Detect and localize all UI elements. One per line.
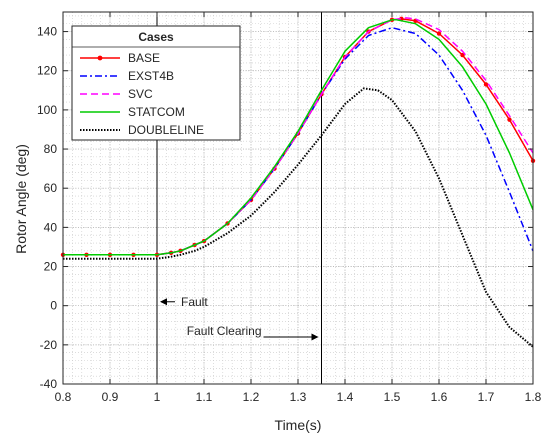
x-tick-label: 1.4 xyxy=(337,390,354,404)
x-tick-label: 1.7 xyxy=(478,390,495,404)
x-tick-label: 0.9 xyxy=(102,390,119,404)
fault-clearing-arrow-head xyxy=(311,333,319,341)
x-tick-label: 1.5 xyxy=(384,390,401,404)
x-tick-label: 1.3 xyxy=(290,390,307,404)
series-line-statcom xyxy=(63,19,534,256)
x-axis-label: Time(s) xyxy=(275,417,322,433)
y-tick-label: 60 xyxy=(44,181,58,195)
series-marker-base xyxy=(436,31,442,36)
series-marker-base xyxy=(483,82,489,87)
y-tick-label: 140 xyxy=(37,25,57,39)
legend-box xyxy=(71,25,241,141)
legend-marker-base xyxy=(97,55,103,61)
x-tick-label: 0.8 xyxy=(55,390,72,404)
legend-label-base: BASE xyxy=(128,51,160,65)
y-tick-label: -20 xyxy=(40,338,58,352)
series-line-doubleline xyxy=(63,87,534,348)
y-axis-label: Rotor Angle (deg) xyxy=(13,144,29,254)
fault-arrow-head xyxy=(160,298,167,306)
x-tick-label: 1.8 xyxy=(525,390,542,404)
x-tick-label: 1.6 xyxy=(431,390,448,404)
x-tick-label: 1.1 xyxy=(196,390,213,404)
y-tick-label: 20 xyxy=(44,260,58,274)
y-tick-label: -40 xyxy=(40,377,58,391)
series-marker-base xyxy=(460,52,465,58)
y-tick-label: 40 xyxy=(44,220,58,234)
x-tick-label: 1 xyxy=(154,390,161,404)
fault-clearing-annotation: Fault Clearing xyxy=(187,324,262,338)
y-tick-label: 120 xyxy=(37,64,57,78)
legend-label-doubleline: DOUBLELINE xyxy=(128,123,204,137)
y-tick-label: 0 xyxy=(50,299,57,313)
legend-label-statcom: STATCOM xyxy=(128,105,185,119)
y-tick-label: 80 xyxy=(44,142,58,156)
series-marker-base xyxy=(507,117,512,122)
fault-annotation: Fault xyxy=(181,295,208,309)
legend-label-svc: SVC xyxy=(128,87,153,101)
y-tick-label: 100 xyxy=(37,103,57,117)
legend-title: Cases xyxy=(138,30,174,44)
x-tick-label: 1.2 xyxy=(243,390,260,404)
legend-label-exst4b: EXST4B xyxy=(128,69,174,83)
